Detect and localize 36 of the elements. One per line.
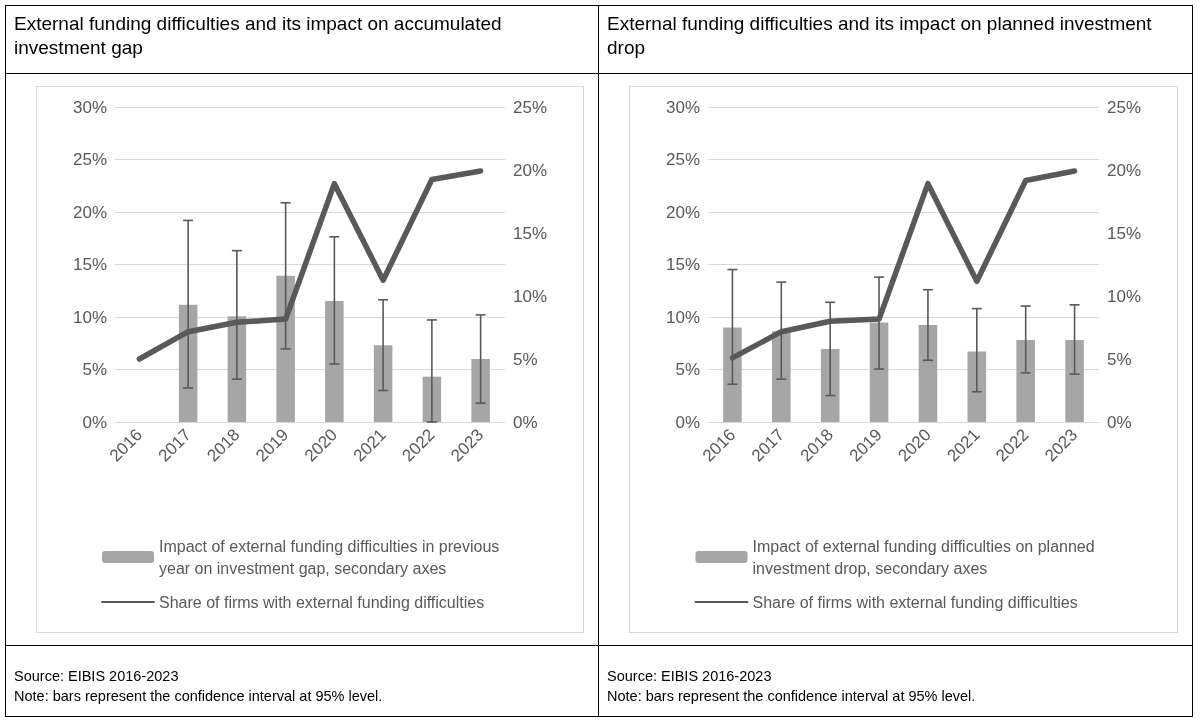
y-tick-label: 0%	[675, 412, 700, 432]
y2-tick-label: 15%	[1107, 223, 1142, 243]
y-tick-label: 25%	[665, 150, 700, 169]
chart-title: External funding difficulties and its impact on accumulated investment gap	[6, 6, 599, 74]
source-note: Source: EIBIS 2016-2023	[607, 668, 772, 684]
y-tick-label: 30%	[665, 97, 700, 117]
y2-tick-label: 5%	[513, 349, 538, 369]
legend-label: Share of firms with external funding difficulties	[752, 593, 1078, 611]
legend-label: Impact of external funding difficulties in previous year on investment gap, secondary axes	[159, 537, 504, 577]
y-tick-label: 10%	[665, 307, 700, 327]
y2-tick-label: 25%	[513, 97, 548, 117]
text: Note: bars represent the confidence interval at 95% level.	[14, 688, 383, 704]
y2-tick-label: 10%	[513, 286, 548, 306]
y-tick-label: 15%	[72, 255, 107, 274]
y2-tick-label: 20%	[513, 160, 548, 180]
y2-tick-label: 15%	[513, 223, 548, 243]
chart-title: External funding difficulties and its impact on planned investment drop	[599, 6, 1192, 74]
y-tick-label: 20%	[665, 202, 700, 222]
y-tick-label: 0%	[82, 412, 107, 432]
legend-label: Share of firms with external funding difficulties	[159, 593, 485, 611]
y-tick-label: 5%	[82, 360, 107, 379]
y-tick-label: 5%	[675, 360, 700, 379]
y2-tick-label: 10%	[1107, 286, 1142, 306]
y2-tick-label: 0%	[1107, 412, 1132, 432]
text: Note: bars represent the confidence interval at 95% level.	[607, 688, 976, 704]
y-tick-label: 15%	[665, 255, 700, 274]
y-tick-label: 20%	[72, 202, 107, 222]
y-tick-label: 10%	[72, 307, 107, 327]
y-tick-label: 25%	[72, 150, 107, 169]
y2-tick-label: 25%	[1107, 97, 1142, 117]
source-note: Source: EIBIS 2016-2023	[14, 668, 179, 684]
y2-tick-label: 20%	[1107, 160, 1142, 180]
y2-tick-label: 0%	[513, 412, 538, 432]
legend-label: Impact of external funding difficulties on planned investment drop, secondary axes	[752, 537, 1100, 577]
y-tick-label: 30%	[72, 97, 107, 117]
y2-tick-label: 5%	[1107, 349, 1132, 369]
